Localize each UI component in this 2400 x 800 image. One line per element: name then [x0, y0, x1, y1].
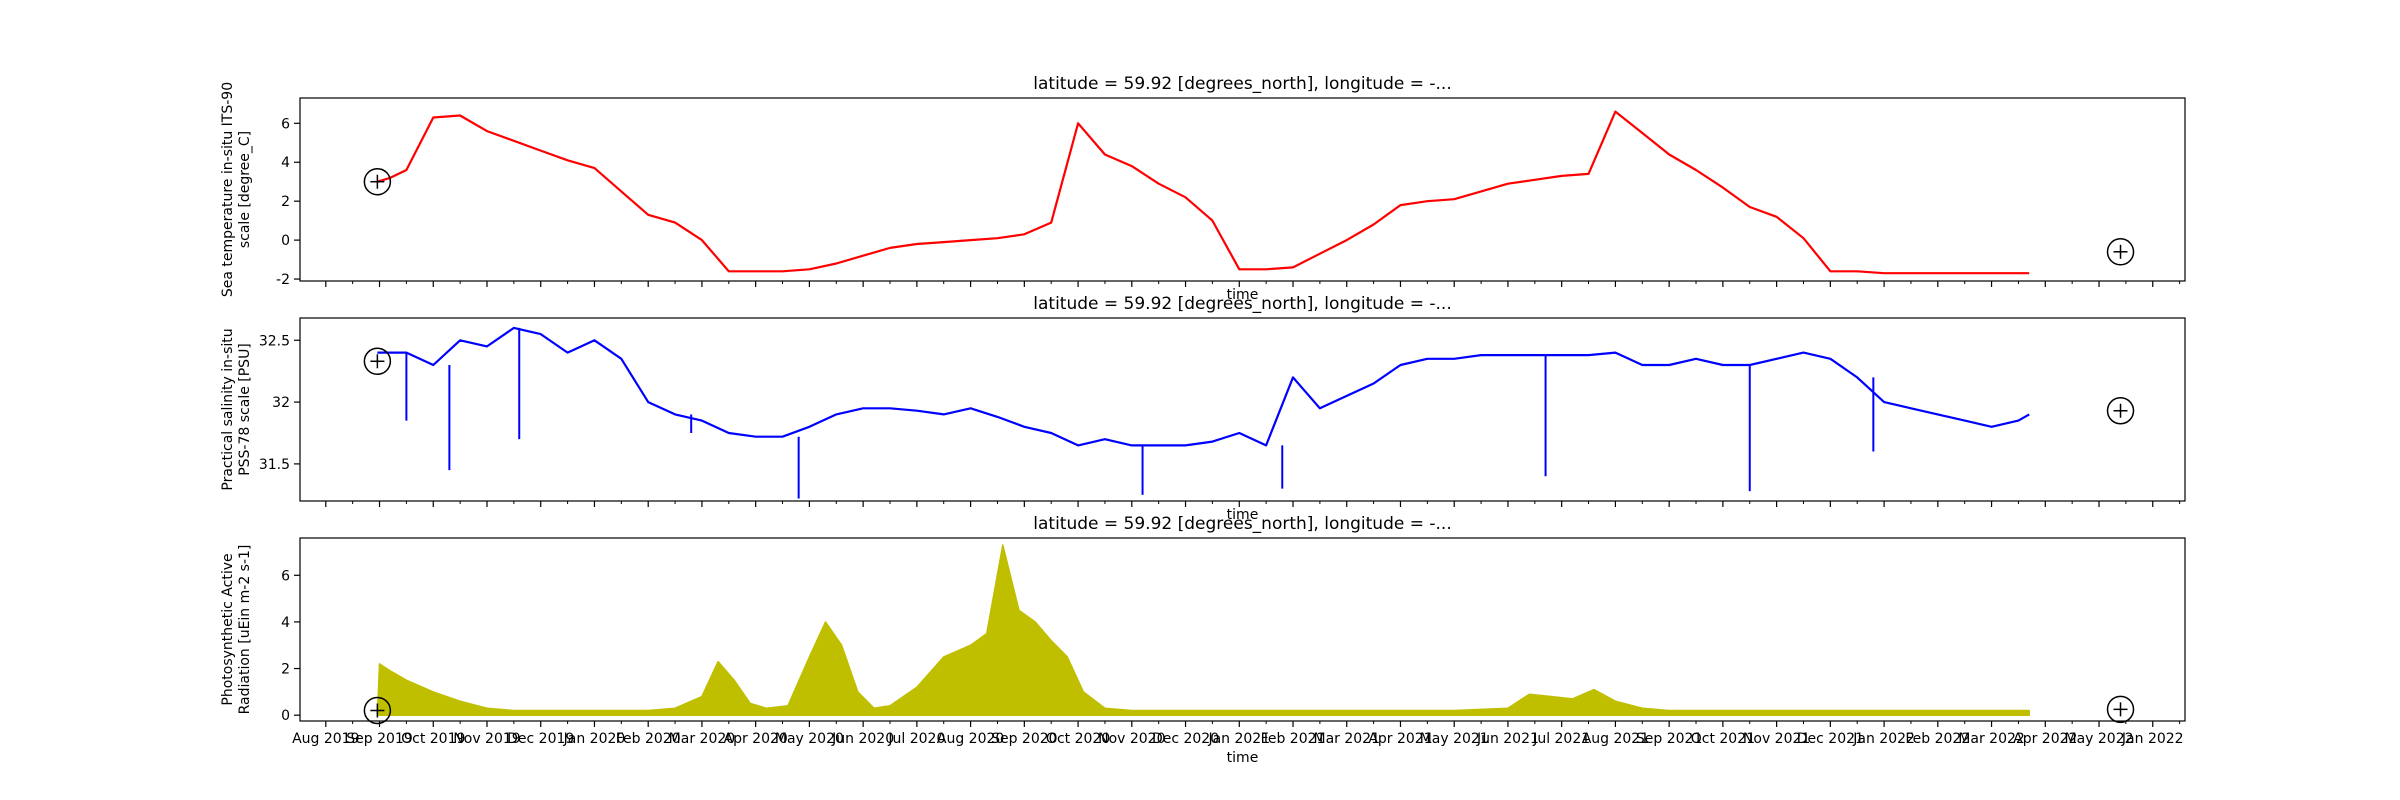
x-tick-label: Apr 2021 [1368, 731, 1432, 747]
x-tick-label: Dec 2019 [507, 731, 574, 747]
x-tick-label: Mar 2022 [1958, 731, 2025, 747]
x-tick-label: Mar 2020 [669, 731, 736, 747]
x-axis-label: time [1227, 287, 1259, 303]
x-tick-label: May 2020 [775, 731, 844, 747]
x-tick-label: Sep 2021 [1636, 731, 1702, 747]
y-tick-label: 6 [281, 116, 290, 132]
y-tick-label: 2 [281, 194, 290, 210]
data-group [376, 544, 2030, 716]
point-marker [363, 167, 392, 196]
x-tick-label: Oct 2021 [1691, 731, 1755, 747]
x-tick-label: Dec 2021 [1797, 731, 1864, 747]
y-tick-label: 4 [281, 155, 290, 171]
y-tick-label: -2 [276, 272, 290, 288]
x-tick-label: Jan 2020 [563, 731, 626, 747]
temperature-panel: latitude = 59.92 [degrees_north], longit… [220, 74, 2186, 303]
salinity-line [377, 326, 2030, 447]
x-axis-label: time [1227, 750, 1259, 766]
x-tick-label: Jun 2021 [1476, 731, 1539, 747]
x-tick-label: Sep 2019 [346, 731, 412, 747]
y-axis-label: Photosynthetic ActiveRadiation [uEin m-2… [220, 545, 253, 715]
axes-frame [299, 97, 2186, 282]
y-tick-label: 0 [281, 233, 290, 249]
x-tick-label: Jun 2020 [831, 731, 894, 747]
x-tick-label: Jan 2021 [1207, 731, 1270, 747]
x-tick-label: Dec 2020 [1152, 731, 1219, 747]
x-tick-label: Jan 2022 [2121, 731, 2184, 747]
y-axis-label-line: Radiation [uEin m-2 s-1] [237, 545, 253, 715]
y-tick-label: 32.5 [259, 333, 290, 349]
x-tick-label: Aug 2019 [292, 731, 359, 747]
x-tick-label: Feb 2020 [616, 731, 681, 747]
x-axis-label: time [1227, 507, 1259, 523]
y-axis-label: Practical salinity in-situPSS-78 scale [… [220, 328, 253, 490]
point-marker [363, 696, 392, 725]
x-tick-label: Aug 2021 [1582, 731, 1649, 747]
marker-circle [363, 347, 392, 376]
data-group [377, 326, 2030, 499]
marker-circle [363, 696, 392, 725]
salinity-panel: latitude = 59.92 [degrees_north], longit… [220, 294, 2186, 523]
temperature-line [377, 110, 2030, 275]
x-tick-label: Sep 2020 [991, 731, 1057, 747]
y-tick-label: 6 [281, 568, 290, 584]
y-axis-label-line: PSS-78 scale [PSU] [237, 343, 253, 476]
point-marker [363, 347, 392, 376]
par-area [376, 544, 2030, 716]
y-tick-label: 0 [281, 708, 290, 724]
axes-frame [299, 537, 2186, 722]
y-axis-label-line: Sea temperature in-situ ITS-90 [220, 82, 236, 297]
point-marker [2106, 238, 2135, 266]
par-panel: latitude = 59.92 [degrees_north], longit… [220, 514, 2186, 766]
point-marker [2106, 396, 2135, 425]
x-tick-label: Nov 2019 [453, 731, 520, 747]
x-tick-label: Mar 2021 [1313, 731, 1380, 747]
y-tick-label: 31.5 [259, 457, 290, 473]
panel-title: latitude = 59.92 [degrees_north], longit… [1033, 514, 1451, 534]
x-tick-label: Jul 2020 [887, 731, 945, 747]
data-group [377, 110, 2030, 275]
y-axis-label-line: Photosynthetic Active [220, 553, 236, 705]
y-axis-label-line: Practical salinity in-situ [220, 328, 236, 490]
x-tick-label: May 2022 [2065, 731, 2134, 747]
x-tick-label: Nov 2020 [1098, 731, 1165, 747]
marker-circle [363, 167, 392, 196]
x-tick-label: Feb 2021 [1261, 731, 1326, 747]
x-tick-label: Jul 2021 [1532, 731, 1590, 747]
y-tick-label: 2 [281, 662, 290, 678]
x-tick-label: Apr 2022 [2013, 731, 2077, 747]
y-tick-label: 4 [281, 615, 290, 631]
x-tick-label: Apr 2020 [724, 731, 788, 747]
x-tick-label: Nov 2021 [1743, 731, 1810, 747]
panel-title: latitude = 59.92 [degrees_north], longit… [1033, 74, 1451, 94]
x-tick-label: May 2021 [1420, 731, 1489, 747]
marker-circle [2106, 238, 2135, 266]
x-tick-label: Aug 2020 [937, 731, 1004, 747]
marker-circle [2106, 396, 2135, 425]
x-tick-label: Oct 2019 [401, 731, 465, 747]
marker-circle [2106, 695, 2135, 724]
point-marker [2106, 695, 2135, 724]
x-tick-label: Jan 2022 [1852, 731, 1915, 747]
panel-title: latitude = 59.92 [degrees_north], longit… [1033, 294, 1451, 314]
y-axis-label-line: scale [degree_C] [237, 131, 253, 248]
x-tick-label: Oct 2020 [1046, 731, 1110, 747]
x-tick-label: Feb 2022 [1905, 731, 1970, 747]
axes-frame [299, 317, 2186, 502]
y-tick-label: 32 [272, 395, 290, 411]
y-axis-label: Sea temperature in-situ ITS-90scale [deg… [220, 82, 253, 297]
